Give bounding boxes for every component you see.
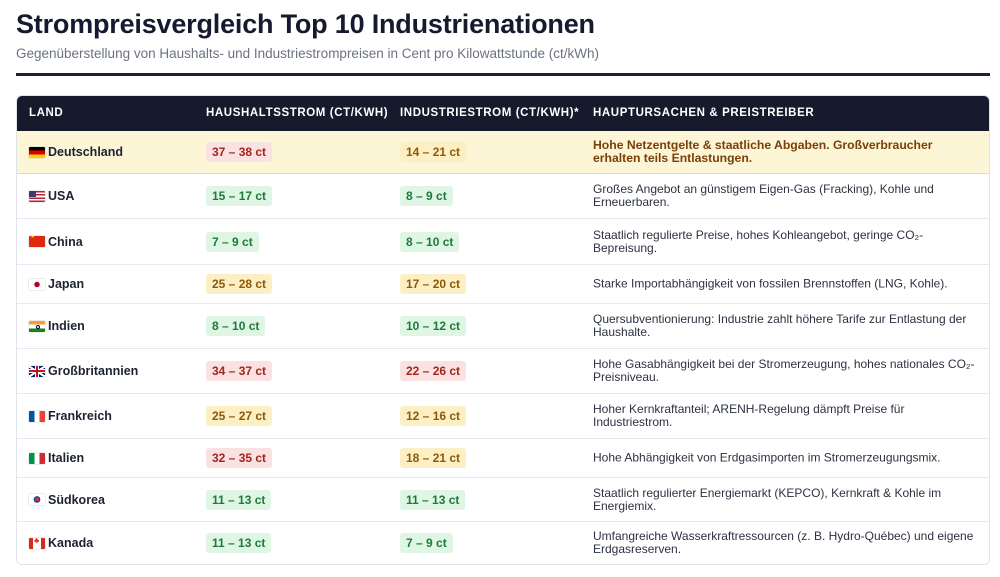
table-row-usa: USA 15 – 17 ct 8 – 9 ct Großes Angebot a… — [17, 174, 989, 219]
south-korea-flag-icon — [29, 494, 45, 505]
table-header: LAND HAUSHALTSSTROM (CT/KWH) INDUSTRIEST… — [17, 96, 989, 131]
france-flag-icon — [29, 410, 45, 422]
country-name: USA — [48, 189, 75, 203]
table-row-suedkorea: Südkorea 11 – 13 ct 11 – 13 ct Staatlich… — [17, 478, 989, 522]
country-name: Deutschland — [48, 145, 124, 159]
reason-text: Umfangreiche Wasserkraftressourcen (z. B… — [593, 529, 974, 556]
industry-price-badge: 11 – 13 ct — [400, 489, 466, 510]
table-row-deutschland: Deutschland 37 – 38 ct 14 – 21 ct Hohe N… — [17, 131, 989, 174]
country-name: Japan — [48, 277, 85, 291]
household-price-badge: 34 – 37 ct — [206, 361, 273, 381]
table-row-japan: Japan 25 – 28 ct 17 – 20 ct Starke Impor… — [17, 265, 989, 304]
germany-flag-icon — [29, 146, 45, 158]
china-flag-icon — [29, 236, 45, 247]
reason-text: Hohe Netzentgelte & staatliche Abgaben. … — [593, 138, 933, 165]
industry-price-badge: 14 – 21 ct — [400, 142, 467, 162]
country-cell: Großbritannien — [29, 364, 138, 378]
table-row-frankreich: Frankreich 25 – 27 ct 12 – 16 ct Hoher K… — [17, 394, 989, 439]
household-price-badge: 25 – 27 ct — [206, 406, 273, 426]
column-header-reasons: HAUPTURSACHEN & PREISTREIBER — [593, 107, 815, 119]
industry-price-badge: 10 – 12 ct — [400, 316, 467, 336]
household-price-badge: 11 – 13 ct — [206, 533, 272, 553]
industry-price-badge: 12 – 16 ct — [400, 406, 467, 426]
country-name: Großbritannien — [48, 364, 139, 378]
column-header-household: HAUSHALTSSTROM (CT/KWH) — [206, 107, 389, 119]
industry-price-badge: 18 – 21 ct — [400, 448, 467, 468]
country-cell: Deutschland — [29, 145, 123, 159]
price-table: LAND HAUSHALTSSTROM (CT/KWH) INDUSTRIEST… — [16, 95, 990, 565]
japan-flag-icon — [29, 278, 45, 290]
table-row-grossbritannien: Großbritannien 34 – 37 ct 22 – 26 ct Hoh… — [17, 349, 989, 394]
country-name: Kanada — [48, 536, 94, 550]
reason-text: Staatlich regulierte Preise, hohes Kohle… — [593, 227, 924, 255]
industry-price-badge: 8 – 9 ct — [400, 186, 453, 206]
table-row-kanada: Kanada 11 – 13 ct 7 – 9 ct Umfangreiche … — [17, 522, 989, 564]
household-price-badge: 25 – 28 ct — [206, 274, 273, 294]
page-title: Strompreisvergleich Top 10 Industrienati… — [16, 9, 595, 39]
country-cell: USA — [29, 189, 74, 203]
column-header-industry: INDUSTRIESTROM (CT/KWH)* — [400, 107, 580, 119]
uk-flag-icon — [29, 365, 45, 377]
italy-flag-icon — [29, 452, 45, 464]
table-row-italien: Italien 32 – 35 ct 18 – 21 ct Hohe Abhän… — [17, 439, 989, 478]
table-row-indien: Indien 8 – 10 ct 10 – 12 ct Quersubventi… — [17, 304, 989, 349]
industry-price-badge: 8 – 10 ct — [400, 231, 460, 252]
reason-text: Quersubventionierung: Industrie zahlt hö… — [593, 312, 967, 339]
household-price-badge: 7 – 9 ct — [206, 231, 259, 252]
country-name: Indien — [48, 319, 85, 333]
usa-flag-icon — [29, 190, 45, 202]
country-cell: Japan — [29, 277, 84, 291]
reason-text: Starke Importabhängigkeit von fossilen B… — [593, 276, 948, 291]
country-cell: Südkorea — [29, 493, 105, 507]
industry-price-badge: 22 – 26 ct — [400, 361, 467, 381]
column-header-country: LAND — [29, 107, 64, 119]
household-price-badge: 15 – 17 ct — [206, 186, 273, 206]
industry-price-badge: 17 – 20 ct — [400, 274, 467, 294]
country-cell: China — [29, 235, 83, 249]
country-cell: Italien — [29, 451, 84, 465]
reason-text: Staatlich regulierter Energiemarkt (KEPC… — [593, 485, 942, 513]
household-price-badge: 11 – 13 ct — [206, 489, 272, 510]
household-price-badge: 8 – 10 ct — [206, 316, 266, 336]
household-price-badge: 32 – 35 ct — [206, 448, 273, 468]
country-name: Italien — [48, 451, 85, 465]
india-flag-icon — [29, 320, 45, 332]
country-cell: Kanada — [29, 536, 93, 550]
reason-text: Großes Angebot an günstigem Eigen-Gas (F… — [593, 182, 934, 209]
reason-text: Hohe Abhängigkeit von Erdgasimporten im … — [593, 450, 941, 465]
country-cell: Indien — [29, 319, 85, 333]
reason-text: Hohe Gasabhängigkeit bei der Stromerzeug… — [593, 357, 975, 384]
canada-flag-icon — [29, 537, 45, 549]
country-name: Frankreich — [48, 409, 112, 423]
country-name: China — [48, 234, 83, 249]
title-divider — [16, 73, 990, 76]
reason-text: Hoher Kernkraftanteil; ARENH-Regelung dä… — [593, 402, 905, 429]
household-price-badge: 37 – 38 ct — [206, 142, 273, 162]
table-row-china: China 7 – 9 ct 8 – 10 ct Staatlich regul… — [17, 219, 989, 265]
industry-price-badge: 7 – 9 ct — [400, 533, 453, 553]
country-name: Südkorea — [48, 492, 105, 507]
page-subtitle: Gegenüberstellung von Haushalts- und Ind… — [16, 46, 600, 61]
country-cell: Frankreich — [29, 409, 112, 423]
